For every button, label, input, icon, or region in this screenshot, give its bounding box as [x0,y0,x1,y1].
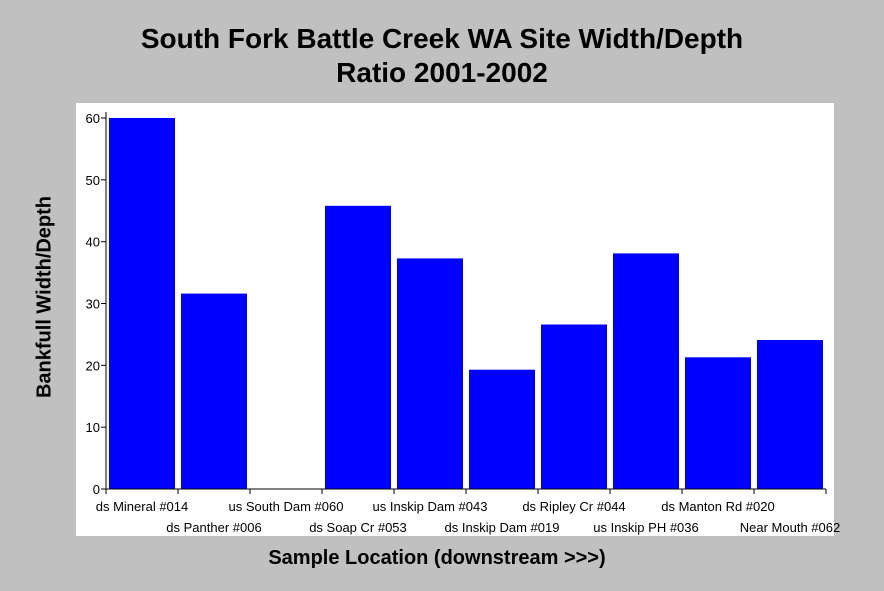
bar-4 [397,258,463,489]
y-tick-label-6: 60 [86,111,100,126]
bars-group [109,118,823,490]
y-axis-label: Bankfull Width/Depth [33,195,56,399]
x-tick-label-7: us Inskip PH #036 [593,520,699,535]
bar-3 [325,205,391,490]
x-tick-label-3: ds Soap Cr #053 [309,520,407,535]
x-tick-label-1: ds Panther #006 [166,520,261,535]
axes-group [101,112,827,494]
x-tick-label-0: ds Mineral #014 [96,499,189,514]
chart-title-line-2: Ratio 2001-2002 [336,57,548,88]
x-tick-label-5: ds Inskip Dam #019 [445,520,560,535]
x-tick-label-4: us Inskip Dam #043 [373,499,488,514]
bar-1 [181,293,247,489]
x-axis-label: Sample Location (downstream >>>) [268,547,606,569]
x-tick-label-9: Near Mouth #062 [740,520,840,535]
y-tick-label-1: 10 [86,420,100,435]
labels-group: 0 10 20 30 40 50 60 ds Mineral #014 ds Panther #… [86,111,841,535]
x-tick-label-8: ds Manton Rd #020 [661,499,774,514]
y-tick-label-5: 50 [86,173,100,188]
y-tick-label-0: 0 [93,482,100,497]
bar-0 [109,118,175,489]
bar-9 [757,340,823,489]
bar-7 [613,253,679,489]
y-tick-label-3: 30 [86,297,100,312]
bar-8 [685,357,751,489]
bar-5 [469,369,535,489]
chart-title: South Fork Battle Creek WA Site Width/De… [0,22,884,90]
chart-title-line-1: South Fork Battle Creek WA Site Width/De… [140,23,744,54]
y-tick-label-4: 40 [86,235,100,250]
x-tick-label-6: ds Ripley Cr #044 [522,499,625,514]
x-tick-label-2: us South Dam #060 [229,499,344,514]
bar-6 [541,324,607,489]
y-tick-label-2: 20 [86,358,100,373]
